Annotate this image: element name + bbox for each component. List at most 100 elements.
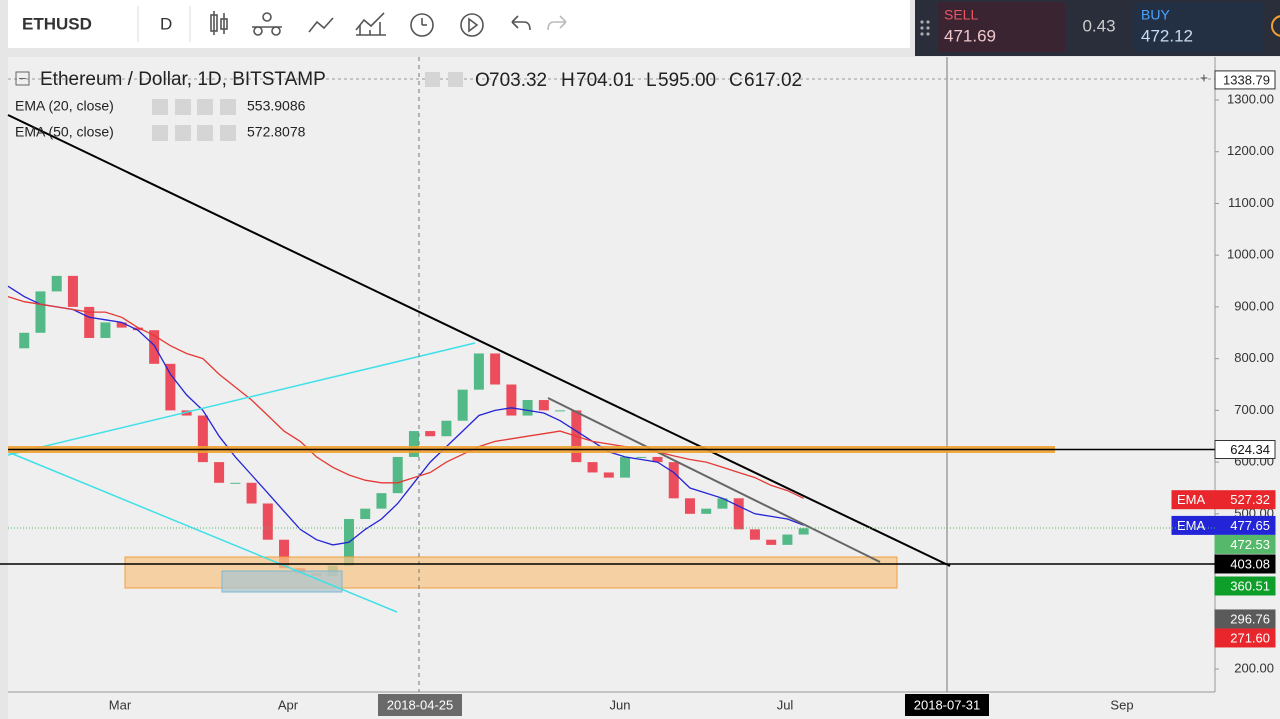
price-tag — [1214, 70, 1276, 90]
overlay: 1338.79 624.34 EMA 527.32 EMA 477.65 472.53 403… — [0, 70, 1276, 648]
ohlc-value: 595.00 — [658, 70, 716, 91]
legend-button[interactable] — [448, 72, 463, 87]
price-tag-label: 360.51 — [1230, 578, 1270, 593]
indicator-buttons[interactable] — [152, 99, 236, 115]
y-tick-label: 1100.00 — [1228, 195, 1274, 210]
indicator-name: EMA (50, close) — [15, 124, 114, 140]
buy-button[interactable] — [1134, 2, 1264, 52]
price-tag-label: 477.65 — [1230, 518, 1270, 533]
ohlc-value: 703.32 — [489, 70, 547, 91]
compare-icon[interactable] — [252, 12, 282, 36]
x-tick-label: Sep — [1110, 697, 1133, 712]
candle — [165, 363, 176, 411]
candle — [279, 539, 290, 569]
status-icon — [1271, 15, 1280, 37]
ema-line — [7, 295, 804, 499]
x-crosshair-tag — [378, 694, 462, 716]
candle — [181, 410, 192, 416]
channel-line[interactable] — [7, 451, 398, 613]
ohlc-value: 704.01 — [576, 70, 634, 91]
price-tag-label: 624.34 — [1230, 442, 1270, 457]
time-axis — [8, 692, 1280, 719]
ema-line — [7, 285, 804, 546]
candle — [620, 456, 631, 478]
chart-pane — [8, 57, 1215, 692]
price-tag — [1214, 554, 1276, 574]
templates-icon[interactable] — [355, 12, 386, 36]
candle — [457, 389, 468, 421]
trend-line[interactable] — [547, 397, 881, 563]
sell-button[interactable] — [938, 2, 1065, 52]
candle — [246, 482, 257, 504]
channel-line[interactable] — [7, 342, 476, 456]
x-tick-label: 2018-07-31 — [914, 697, 981, 712]
candle — [782, 534, 793, 545]
candle — [733, 498, 744, 530]
alert-icon[interactable] — [410, 13, 434, 37]
indicator-value: 553.9086 — [247, 98, 306, 114]
candle — [425, 431, 436, 437]
ohlc-value: 617.02 — [744, 70, 802, 91]
indicators-icon[interactable] — [308, 17, 334, 33]
candle — [490, 353, 501, 385]
buy-price: 472.12 — [1141, 26, 1193, 45]
price-tag-label: 472.53 — [1230, 537, 1270, 552]
candle — [84, 306, 95, 338]
ohlc-key: L — [646, 70, 657, 91]
candle — [668, 462, 679, 499]
x-line-tag — [905, 694, 989, 716]
replay-icon[interactable] — [460, 13, 484, 37]
price-tag — [1214, 628, 1276, 648]
y-tick-label: 1300.00 — [1227, 91, 1274, 106]
candle — [717, 498, 728, 509]
candle — [473, 353, 484, 390]
candle — [100, 322, 111, 338]
x-tick-label: 2018-04-25 — [387, 697, 454, 712]
candle — [116, 322, 127, 328]
legend-button[interactable] — [425, 72, 440, 87]
candle — [766, 539, 777, 545]
candle — [506, 384, 517, 416]
price-tag — [1214, 534, 1276, 554]
y-tick-label: 200.00 — [1234, 660, 1274, 675]
y-tick-label: 800.00 — [1234, 350, 1274, 365]
candle — [408, 431, 419, 457]
y-tick-label: 1200.00 — [1227, 143, 1274, 158]
candle — [636, 456, 647, 458]
symbol[interactable]: ETHUSD — [22, 14, 92, 33]
y-tick-label: 1000.00 — [1227, 247, 1274, 262]
x-tick-label: Jun — [610, 697, 631, 712]
candle — [587, 462, 598, 473]
candle — [214, 462, 225, 483]
candle — [392, 456, 403, 494]
indicator-value: 572.8078 — [247, 124, 306, 140]
price-tag — [1171, 490, 1276, 510]
price-tag — [1171, 515, 1276, 535]
candle — [19, 332, 30, 349]
collapse-button[interactable] — [15, 71, 30, 86]
interval[interactable]: D — [160, 14, 172, 33]
price-tag-label: 527.32 — [1230, 492, 1270, 507]
candle — [522, 400, 533, 416]
candle — [555, 410, 566, 412]
chart-type-icon[interactable] — [210, 11, 228, 35]
spread: 0.43 — [1082, 16, 1115, 35]
price-tag-name: EMA — [1177, 492, 1206, 507]
sell-label: SELL — [944, 7, 978, 23]
price-tag-label: 403.08 — [1230, 556, 1270, 571]
candle — [149, 330, 160, 364]
candle — [538, 400, 549, 411]
price-tag — [1214, 440, 1276, 460]
x-tick-label: Jul — [777, 697, 794, 712]
drag-handle[interactable] — [920, 20, 930, 36]
ohlc-key: H — [561, 70, 575, 91]
candle — [798, 528, 809, 535]
undo-icon[interactable] — [511, 15, 531, 31]
plot: 1300.00 1200.00 1100.00 1000.00 900.00 800.00… — [7, 91, 1274, 675]
y-tick-label: 700.00 — [1234, 402, 1274, 417]
trend-line[interactable] — [7, 114, 951, 567]
price-tag — [1214, 576, 1276, 596]
indicator-buttons[interactable] — [152, 125, 236, 141]
redo-icon[interactable] — [547, 15, 567, 31]
